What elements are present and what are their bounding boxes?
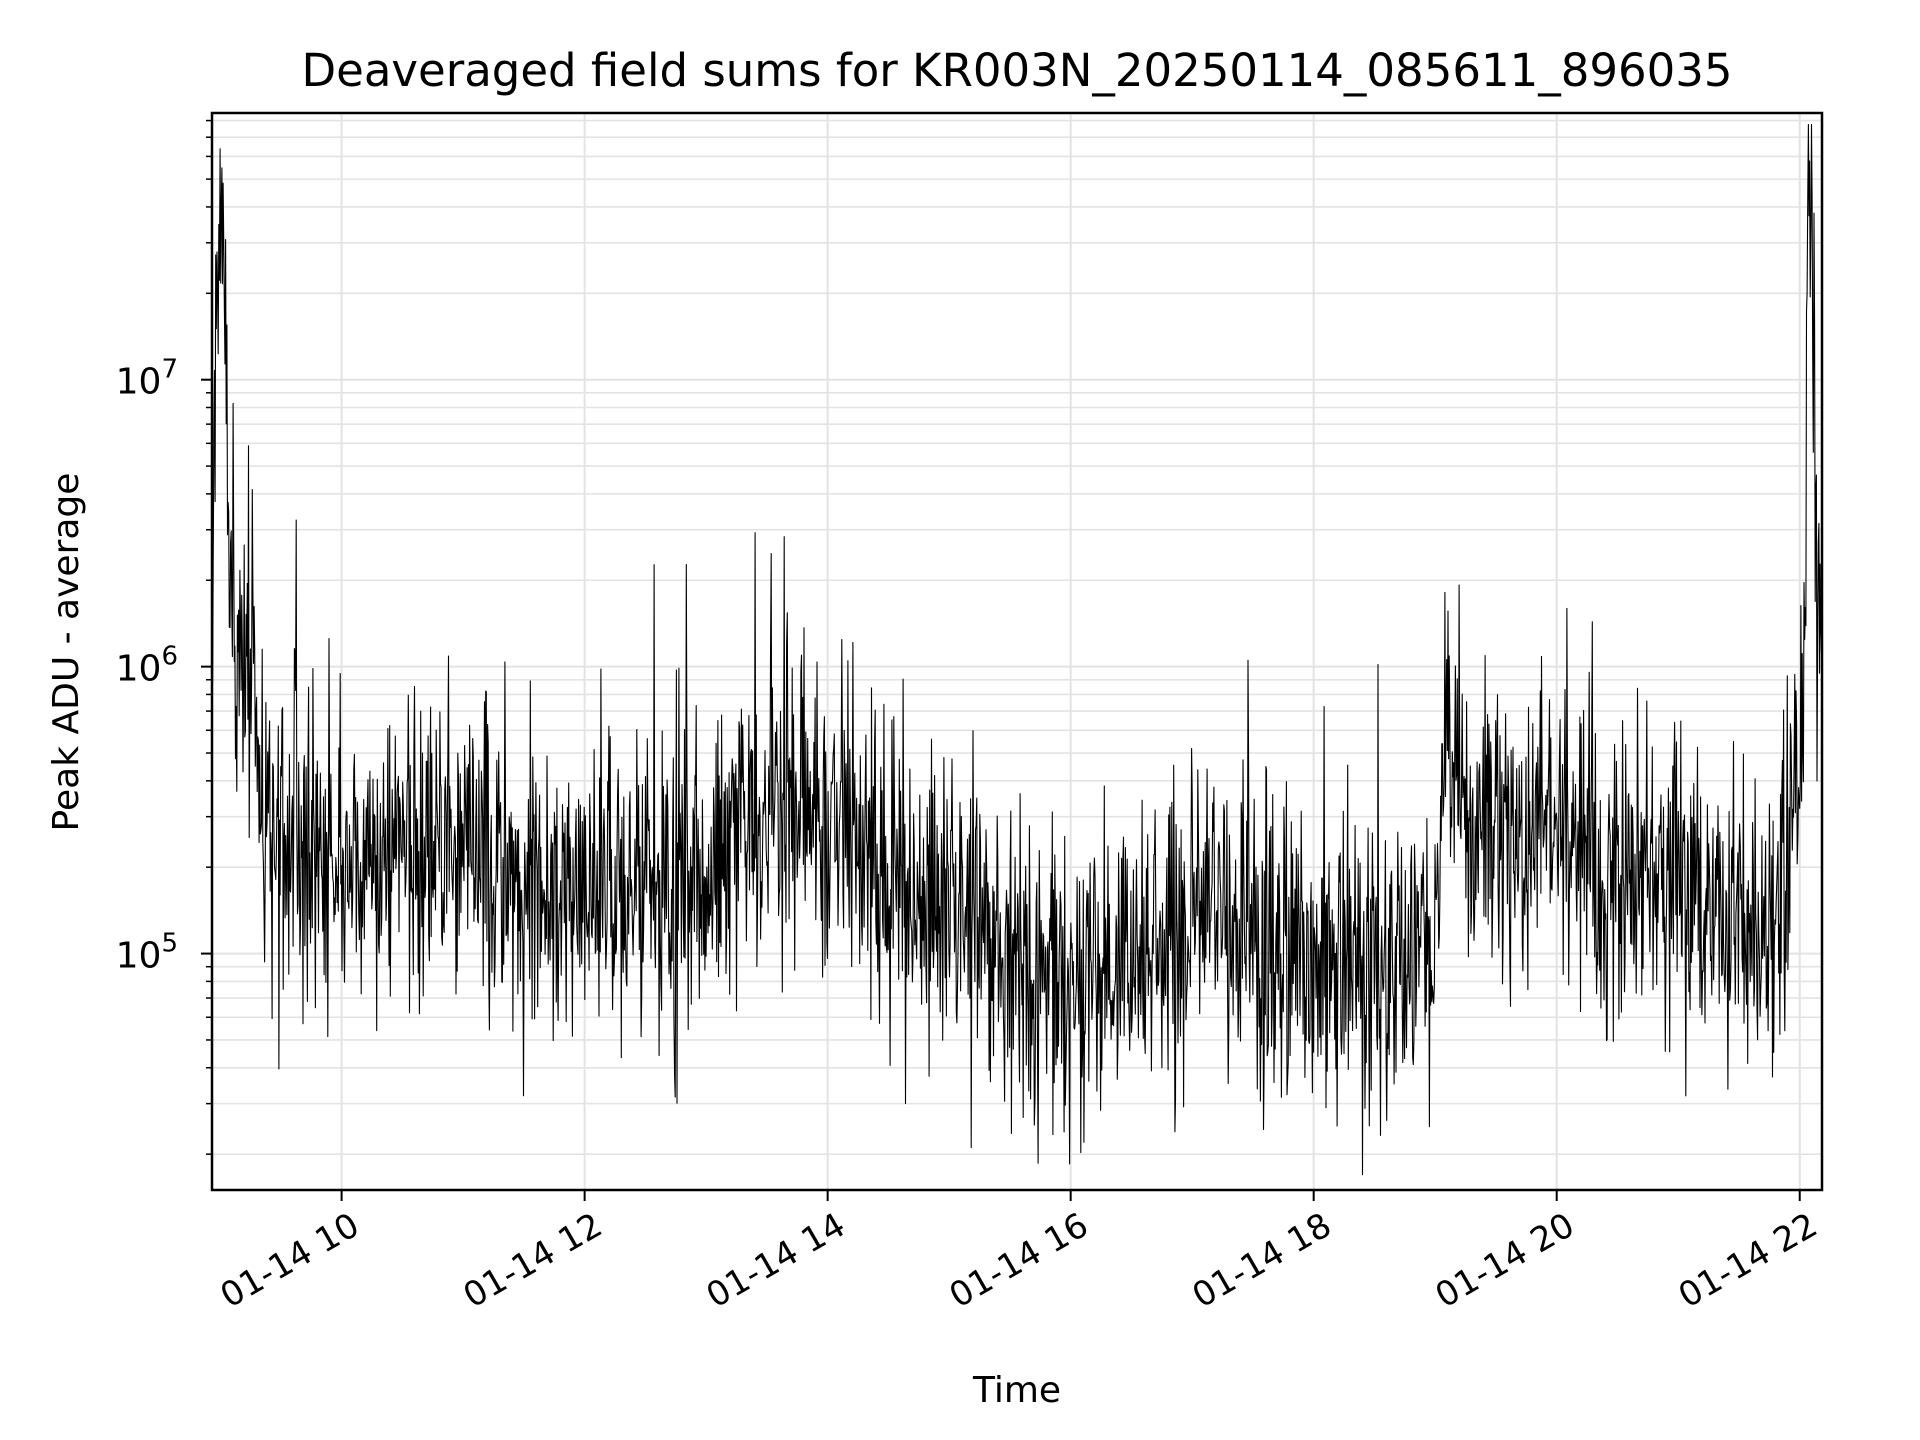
data-layer — [211, 123, 1823, 1176]
chart-title: Deaveraged field sums for KR003N_2025011… — [302, 44, 1733, 97]
y-axis-label: Peak ADU - average — [46, 473, 87, 832]
y-tick-label: 107 — [116, 355, 178, 403]
y-tick-label: 106 — [116, 642, 178, 690]
plot-frame — [210, 111, 1824, 1192]
x-axis-label: Time — [972, 1370, 1061, 1411]
y-tick-label: 105 — [116, 929, 178, 977]
series-line — [211, 123, 1823, 1176]
grid — [212, 113, 1822, 1190]
